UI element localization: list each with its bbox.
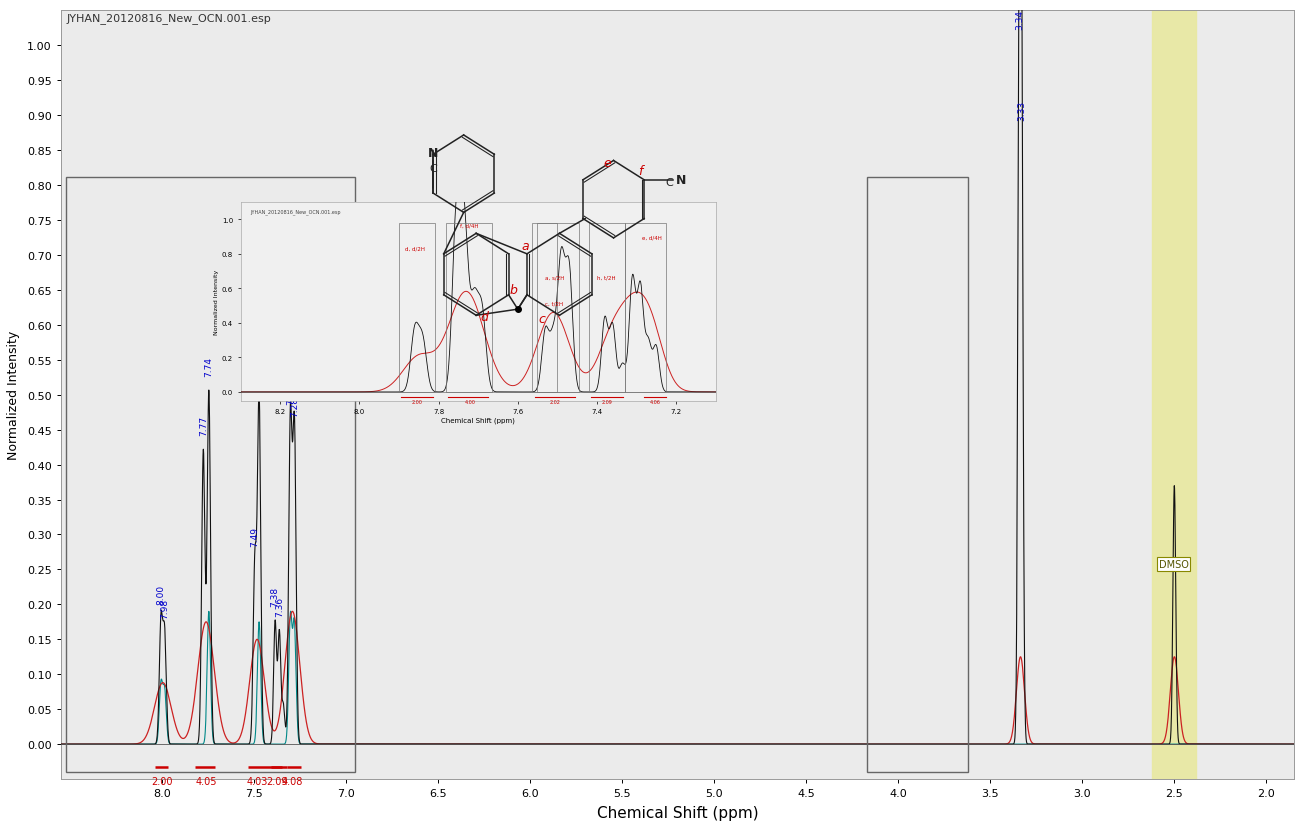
Text: c, t/2H: c, t/2H	[545, 301, 563, 306]
Text: 4.03: 4.03	[247, 777, 268, 786]
Text: 2.02: 2.02	[550, 400, 561, 405]
Text: 4.08: 4.08	[282, 777, 303, 786]
Text: d: d	[480, 310, 488, 323]
Text: 7.38: 7.38	[271, 586, 280, 606]
Text: h, t/2H: h, t/2H	[597, 275, 615, 280]
Bar	[866, 178, 968, 772]
Bar	[589, 223, 624, 393]
Bar	[537, 223, 579, 393]
Text: 4.05: 4.05	[195, 777, 217, 786]
Text: 7.98: 7.98	[160, 599, 169, 619]
Text: C: C	[665, 178, 673, 188]
X-axis label: Chemical Shift (ppm): Chemical Shift (ppm)	[597, 805, 758, 820]
Text: b: b	[510, 283, 518, 296]
Text: 7.30: 7.30	[286, 385, 295, 404]
Text: e, d/4H: e, d/4H	[643, 236, 662, 241]
Text: f, d/4H: f, d/4H	[461, 223, 479, 228]
Text: 4.06: 4.06	[649, 400, 661, 405]
X-axis label: Chemical Shift (ppm): Chemical Shift (ppm)	[441, 418, 515, 424]
Text: 2.09: 2.09	[601, 400, 611, 405]
Bar	[624, 223, 666, 393]
Bar	[1153, 12, 1197, 779]
Text: 7.74: 7.74	[204, 356, 213, 376]
Text: a: a	[522, 240, 530, 253]
Text: 4.00: 4.00	[464, 400, 476, 405]
Y-axis label: Normalized Intensity: Normalized Intensity	[7, 331, 20, 460]
Text: 7.49: 7.49	[250, 527, 259, 547]
Y-axis label: Normalized Intensity: Normalized Intensity	[215, 270, 219, 334]
Text: N: N	[675, 174, 686, 187]
Text: 2.00: 2.00	[411, 400, 423, 405]
Text: c: c	[539, 313, 545, 326]
Bar	[399, 223, 435, 393]
Text: d, d/2H: d, d/2H	[405, 246, 425, 251]
Text: N: N	[428, 146, 438, 160]
Text: C: C	[429, 163, 437, 174]
Text: 7.77: 7.77	[199, 415, 208, 435]
Text: e: e	[602, 157, 610, 170]
Text: JYHAN_20120816_New_OCN.001.esp: JYHAN_20120816_New_OCN.001.esp	[250, 208, 341, 214]
Bar	[532, 223, 557, 393]
Bar	[66, 178, 355, 772]
Text: 8.00: 8.00	[156, 585, 165, 605]
Text: 7.28: 7.28	[290, 396, 299, 416]
Text: 2.09: 2.09	[267, 777, 288, 786]
Text: 3.34: 3.34	[1015, 10, 1024, 30]
Text: f: f	[639, 165, 643, 178]
Bar	[446, 223, 492, 393]
Text: 3.33: 3.33	[1017, 101, 1026, 121]
Text: JYHAN_20120816_New_OCN.001.esp: JYHAN_20120816_New_OCN.001.esp	[66, 12, 272, 24]
Text: DMSO: DMSO	[1158, 560, 1188, 570]
Text: 7.47: 7.47	[255, 363, 264, 384]
Text: 2.00: 2.00	[151, 777, 173, 786]
Text: a, s/2H: a, s/2H	[545, 275, 565, 280]
Text: 7.36: 7.36	[275, 596, 284, 616]
